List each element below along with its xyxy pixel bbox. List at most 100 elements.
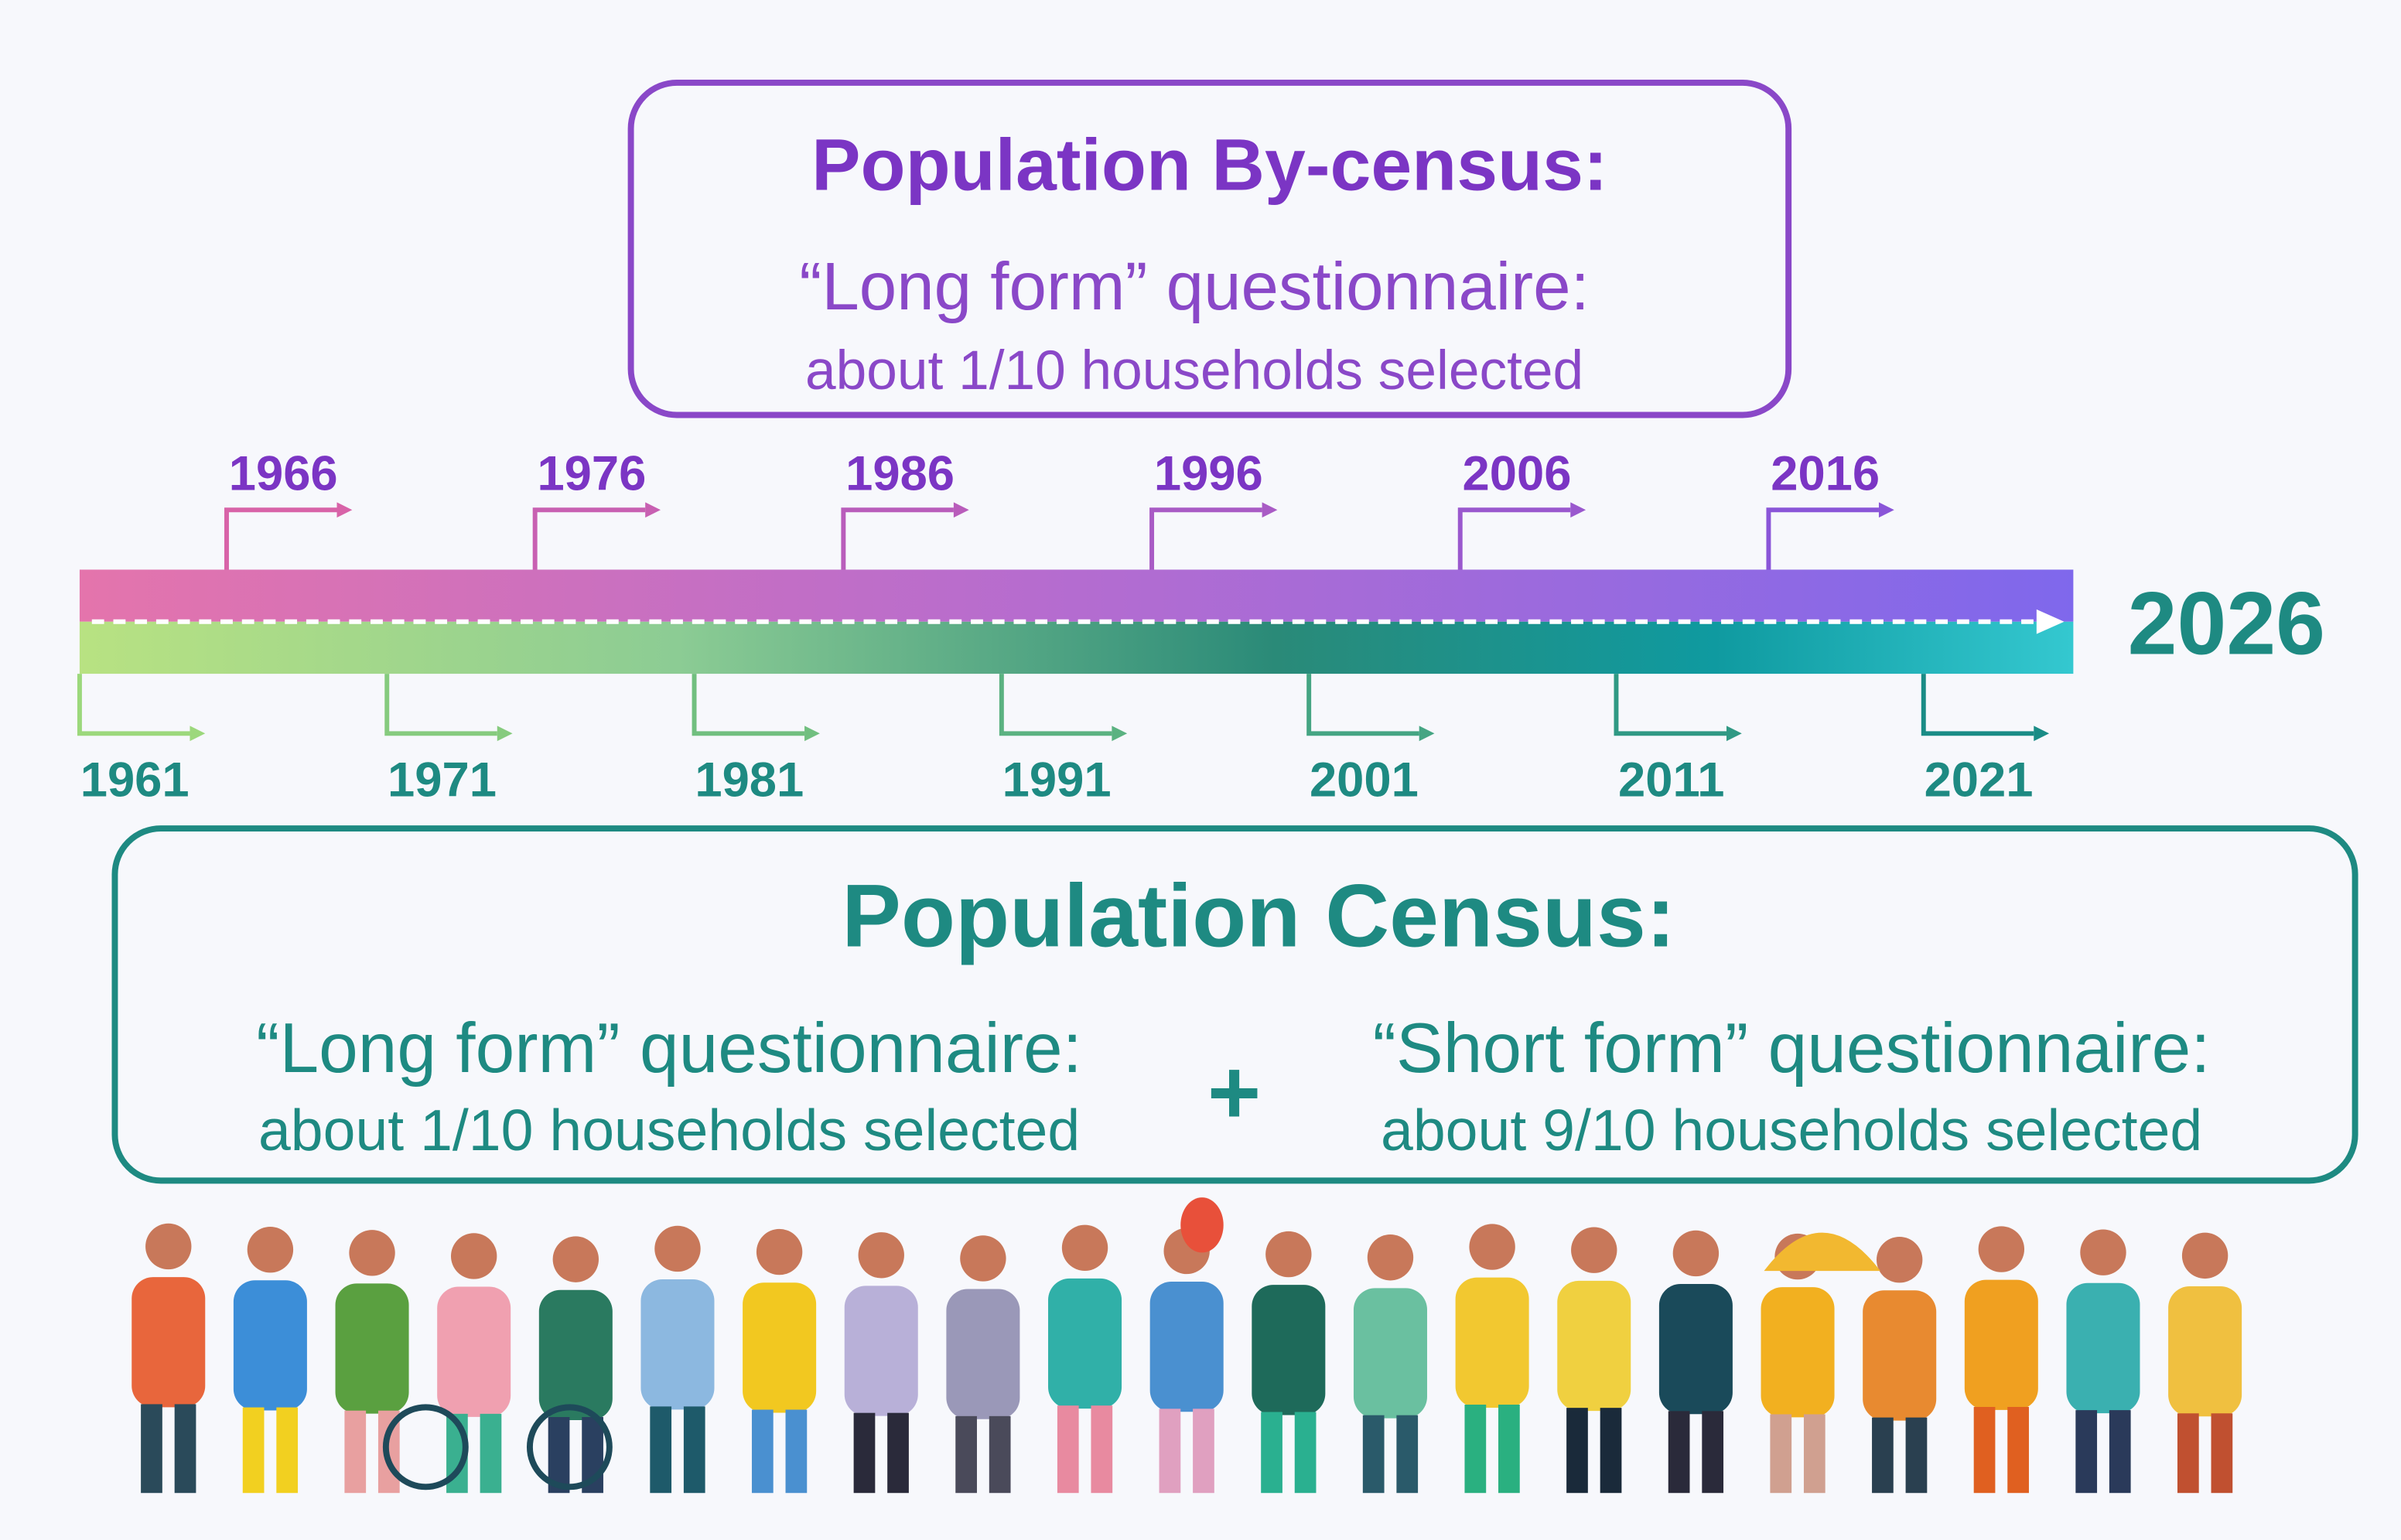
bottom-year-arrow-head [190,726,206,742]
person-body [1353,1288,1427,1419]
person-leg [141,1404,162,1494]
person-head [756,1228,803,1275]
bottom-year-label: 1961 [80,753,190,807]
bicycle-wheel [382,1404,469,1490]
person-body [233,1280,307,1411]
person-head [247,1226,294,1273]
person-head [960,1235,1006,1282]
person-leg [1770,1414,1792,1494]
person-body [1455,1277,1529,1408]
balloon [1180,1197,1224,1253]
top-year-label: 1976 [537,447,646,501]
person-leg [1668,1411,1690,1494]
person-body [844,1286,918,1416]
person-head [1876,1237,1923,1283]
person-leg [1600,1408,1622,1494]
person-leg [1905,1417,1928,1494]
people-illustration [131,1197,2242,1494]
top-year-arrow [1457,507,1571,570]
top-year-arrow-head [1570,502,1586,518]
person-leg [1261,1412,1282,1494]
person-head [858,1232,904,1279]
person-head [349,1230,395,1276]
person-leg [174,1404,196,1494]
person-leg [989,1415,1011,1494]
person-leg [1362,1415,1385,1494]
bottom-year-label: 2021 [1925,753,2034,807]
top-year-label: 1996 [1154,447,1263,501]
top-year-arrow [1766,507,1879,570]
person-leg [1702,1411,1724,1494]
person-body [335,1283,409,1414]
census-left-line2: about 1/10 households selected [258,1098,1080,1163]
person-leg [1464,1404,1487,1494]
bottom-year-arrow [1921,674,2034,736]
person-leg [2211,1413,2233,1494]
person-leg [1091,1405,1113,1494]
census-left-line1: “Long form” questionnaire: [256,1009,1082,1088]
person-leg [1872,1417,1894,1494]
bottom-year-arrow [384,674,497,736]
person-head [450,1233,497,1279]
person-body [1658,1283,1733,1415]
bottom-year-arrow-head [497,726,513,742]
person-leg [2007,1406,2029,1494]
person-body [640,1279,715,1410]
top-year-arrow-head [1262,502,1278,518]
by-census-line2: about 1/10 households selected [805,340,1583,401]
person-body [1149,1282,1224,1412]
person-body [1557,1280,1631,1412]
person-leg [1803,1414,1826,1494]
person-leg [1294,1412,1317,1494]
person-head [1469,1224,1515,1270]
person-leg [853,1412,876,1494]
bottom-year-label: 2011 [1618,753,1724,807]
timeline-arrowhead [2036,609,2065,634]
person-leg [2109,1410,2131,1494]
top-year-arrow [532,507,646,570]
bottom-year-label: 1971 [388,753,497,807]
person-body [1252,1285,1326,1415]
top-year-label: 2006 [1463,447,1572,501]
umbrella [1764,1232,1880,1272]
person-leg [887,1412,909,1494]
top-year-label: 1986 [845,447,955,501]
bottom-year-label: 1981 [695,753,804,807]
census-right-line1: “Short form” questionnaire: [1373,1009,2211,1088]
bottom-year-arrow [77,674,190,736]
person-leg [683,1406,705,1494]
person-head [1367,1234,1414,1281]
person-leg [2075,1410,2098,1494]
bottom-year-arrow [999,674,1112,736]
person-body [538,1289,613,1420]
person-leg [1193,1409,1214,1494]
person-leg [2177,1413,2199,1494]
by-census-title: Population By-census: [811,124,1607,206]
person-body [946,1289,1020,1419]
person-head [1672,1230,1720,1277]
by-census-line1: “Long form” questionnaire: [799,249,1589,324]
person-head [1978,1226,2025,1272]
top-year-arrow-head [336,502,353,518]
next-year: 2026 [2128,574,2325,673]
person-body [1761,1287,1835,1418]
person-leg [1057,1405,1079,1494]
person-body [2066,1282,2140,1414]
top-year-arrow [224,507,337,570]
bottom-year-arrow-head [1112,726,1128,742]
person-body [1048,1278,1122,1409]
top-year-arrow-head [645,502,661,518]
person-leg [785,1409,808,1494]
top-year-arrow [1149,507,1262,570]
by-census-box [627,79,1792,418]
bicycle-wheel [526,1404,613,1490]
census-bar [79,621,2074,674]
bottom-year-arrow-head [1726,726,1742,742]
by-census-bar [79,569,2074,622]
bottom-year-arrow [692,674,805,736]
bottom-year-label: 2001 [1310,753,1419,807]
census-box [111,825,2358,1184]
person-leg [276,1407,299,1494]
